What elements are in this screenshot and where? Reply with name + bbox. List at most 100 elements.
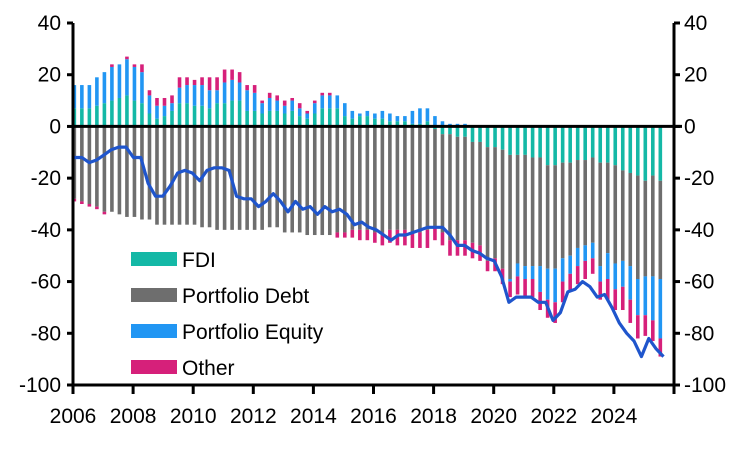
bar-fdi — [508, 126, 512, 155]
bar-portfolio-equity — [297, 108, 302, 117]
bar-other — [658, 338, 663, 357]
right-y-tick-label: -100 — [684, 374, 726, 397]
legend-label-fdi: FDI — [182, 249, 216, 272]
bar-other — [523, 278, 527, 298]
bar-other — [463, 240, 467, 256]
bar-fdi — [538, 126, 542, 158]
bar-portfolio-equity — [365, 110, 370, 117]
right-y-tick-label: 0 — [684, 115, 696, 138]
bar-fdi — [305, 118, 310, 127]
right-y-tick-label: -60 — [684, 271, 714, 294]
bar-other — [87, 204, 92, 207]
bar-other — [230, 69, 234, 80]
bar-fdi — [185, 103, 189, 127]
bar-portfolio-equity — [575, 247, 580, 267]
bar-portfolio-debt — [297, 126, 302, 233]
bar-portfolio-debt — [403, 126, 407, 230]
bar-portfolio-debt — [110, 126, 114, 212]
bar-other — [237, 72, 242, 83]
bar-portfolio-equity — [215, 90, 219, 104]
bar-portfolio-debt — [215, 126, 219, 230]
bar-portfolio-equity — [192, 85, 197, 106]
bar-portfolio-debt — [455, 136, 460, 241]
bar-portfolio-equity — [628, 266, 633, 300]
bar-fdi — [500, 126, 505, 150]
right-y-tick-label: 40 — [684, 12, 707, 35]
legend-swatch-fdi — [131, 252, 177, 266]
bar-portfolio-equity — [222, 82, 227, 104]
bar-fdi — [365, 116, 370, 127]
bar-fdi — [440, 126, 445, 135]
bar-portfolio-debt — [335, 126, 340, 233]
bar-fdi — [230, 100, 234, 127]
bar-portfolio-debt — [590, 157, 595, 243]
bar-portfolio-equity — [418, 108, 422, 124]
bar-fdi — [523, 126, 527, 155]
net-line — [74, 145, 665, 359]
bar-other — [590, 258, 595, 274]
bar-portfolio-debt — [651, 175, 655, 277]
bar-portfolio-equity — [403, 116, 407, 122]
bar-portfolio-equity — [207, 90, 212, 109]
x-tick-label: 2024 — [591, 405, 638, 428]
bar-portfolio-debt — [658, 180, 663, 279]
bar-portfolio-debt — [140, 126, 144, 220]
bar-portfolio-equity — [290, 100, 295, 111]
bar-other — [515, 276, 520, 295]
left-y-tick-label: 0 — [49, 115, 61, 138]
bar-portfolio-debt — [245, 126, 249, 230]
right-y-tick-label: -40 — [684, 219, 714, 242]
x-tick-label: 2020 — [470, 405, 517, 428]
bar-portfolio-debt — [395, 126, 400, 230]
bar-other — [613, 289, 618, 311]
bar-fdi — [425, 121, 430, 127]
bar-other — [95, 206, 99, 210]
bar-portfolio-debt — [320, 126, 325, 236]
bar-other — [373, 232, 377, 243]
bar-portfolio-debt — [252, 126, 257, 230]
bar-portfolio-equity — [275, 100, 279, 111]
bar-fdi — [568, 126, 572, 163]
bar-portfolio-debt — [448, 134, 452, 241]
bar-portfolio-equity — [230, 79, 234, 101]
bar-fdi — [575, 126, 580, 161]
bar-other — [252, 85, 257, 93]
right-y-tick-label: -20 — [684, 167, 714, 190]
bar-fdi — [95, 105, 99, 127]
legend-swatch-portfolio-debt — [131, 288, 177, 302]
bar-other — [290, 97, 295, 101]
bar-other — [403, 229, 407, 246]
left-y-tick-label: 20 — [38, 64, 61, 87]
bar-fdi — [658, 126, 663, 181]
legend-swatch-portfolio-equity — [131, 324, 177, 338]
bar-other — [140, 64, 144, 73]
bar-fdi — [200, 105, 204, 127]
bar-portfolio-debt — [155, 126, 159, 225]
legend-label-other: Other — [182, 357, 235, 380]
bar-portfolio-debt — [267, 126, 272, 228]
bar-portfolio-debt — [515, 154, 520, 264]
bar-other — [312, 100, 317, 104]
bar-portfolio-debt — [410, 126, 415, 233]
bar-portfolio-debt — [635, 175, 640, 279]
bar-portfolio-equity — [125, 59, 129, 96]
x-tick-label: 2010 — [170, 405, 217, 428]
bar-other — [365, 229, 370, 241]
bar-portfolio-equity — [177, 87, 182, 104]
bar-fdi — [237, 100, 242, 127]
x-tick-label: 2014 — [290, 405, 337, 428]
bar-fdi — [320, 108, 325, 127]
bar-portfolio-debt — [530, 157, 535, 267]
bar-portfolio-debt — [117, 126, 122, 215]
bar-portfolio-equity — [335, 95, 340, 109]
bar-portfolio-equity — [635, 278, 640, 316]
bar-fdi — [350, 118, 355, 127]
bar-portfolio-equity — [162, 105, 167, 117]
bar-portfolio-debt — [538, 157, 542, 267]
bar-fdi — [110, 100, 114, 127]
x-tick-label: 2016 — [350, 405, 397, 428]
bar-fdi — [252, 110, 257, 127]
bar-other — [628, 299, 633, 323]
bar-fdi — [207, 108, 212, 127]
